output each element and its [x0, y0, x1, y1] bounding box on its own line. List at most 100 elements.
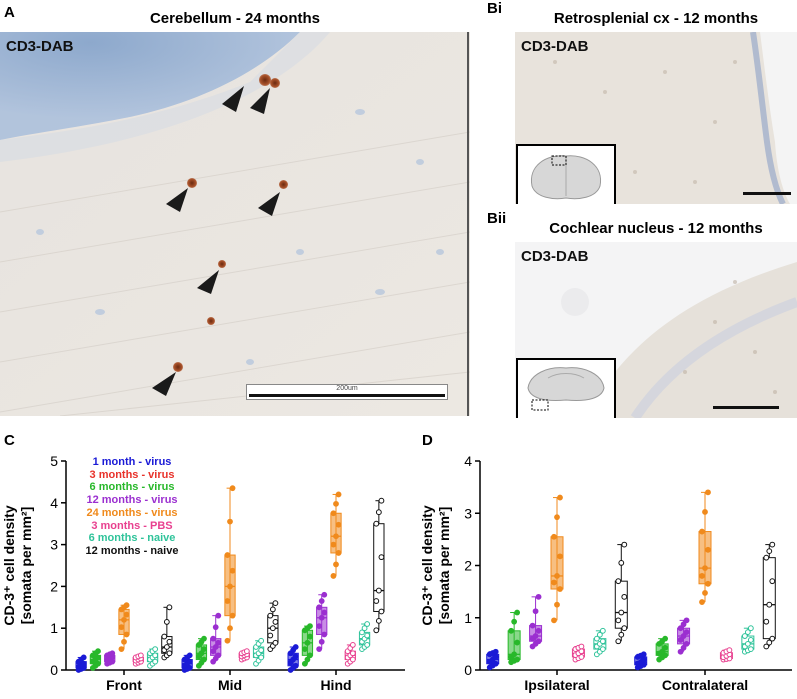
- data-point: [137, 652, 144, 659]
- data-point: [361, 625, 368, 632]
- data-point: [535, 638, 542, 645]
- data-point: [747, 625, 754, 632]
- legend-entry: 6 months - naive: [88, 532, 176, 545]
- y-tick-label: 0: [50, 662, 58, 678]
- y-tick-label: 2: [464, 558, 472, 574]
- panel-bii-title: Cochlear nucleus - 12 months: [549, 220, 763, 237]
- data-point: [599, 646, 606, 653]
- panel-label-a: A: [4, 4, 15, 21]
- data-point: [80, 660, 87, 667]
- data-point: [201, 646, 207, 653]
- data-point: [198, 650, 205, 657]
- data-point: [267, 612, 274, 619]
- data-point: [330, 541, 337, 548]
- data-point: [364, 621, 371, 627]
- data-point: [292, 644, 299, 650]
- arrowhead-icon: [197, 270, 219, 294]
- data-point: [95, 654, 101, 661]
- data-point: [272, 639, 279, 646]
- data-point: [680, 633, 687, 639]
- data-point: [514, 609, 521, 616]
- data-point: [330, 510, 337, 517]
- data-point: [554, 514, 560, 521]
- data-point: [677, 648, 684, 655]
- data-point: [744, 640, 751, 647]
- data-point: [215, 639, 222, 646]
- data-point: [123, 611, 130, 618]
- data-point: [121, 638, 127, 645]
- panel-label-bii: Bii: [487, 210, 507, 227]
- legend-entry: 1 month - virus: [92, 456, 172, 468]
- data-point: [269, 625, 276, 632]
- scalebar-label: 200um: [336, 385, 358, 392]
- data-point: [321, 631, 328, 638]
- data-point: [378, 608, 385, 615]
- data-point: [335, 521, 342, 528]
- data-point: [615, 578, 622, 585]
- y-tick-label: 1: [50, 620, 58, 636]
- data-point: [744, 629, 751, 636]
- data-point: [705, 580, 711, 587]
- micrograph-cochlear: CD3-DAB: [515, 242, 797, 418]
- data-point: [301, 660, 308, 667]
- data-point: [335, 550, 342, 556]
- data-point: [307, 623, 313, 630]
- data-point: [201, 635, 207, 642]
- x-tick-label: Hind: [320, 677, 351, 693]
- data-point: [373, 598, 380, 604]
- panel-a-title: Cerebellum - 24 months: [149, 10, 321, 27]
- data-point: [557, 553, 563, 560]
- tcell: [279, 180, 288, 189]
- data-point: [118, 646, 125, 653]
- data-point: [378, 554, 385, 561]
- legend-entry: 6 months - virus: [89, 481, 175, 494]
- legend: 1 month - virus 3 months - virus 6 months …: [62, 456, 202, 558]
- y-tick-label: 0: [464, 662, 472, 678]
- data-point: [769, 635, 776, 642]
- data-point: [578, 643, 585, 650]
- tcell: [173, 362, 183, 372]
- data-point: [683, 629, 690, 636]
- data-point: [747, 646, 754, 653]
- data-point: [683, 640, 690, 647]
- data-point: [551, 617, 557, 624]
- data-point: [95, 648, 101, 655]
- legend-entry: 3 months - virus: [89, 468, 175, 481]
- data-point: [318, 614, 325, 621]
- data-point: [766, 548, 773, 555]
- data-point: [229, 567, 236, 574]
- data-point: [726, 647, 733, 654]
- data-point: [557, 586, 563, 592]
- data-point: [677, 637, 684, 643]
- data-point: [554, 601, 560, 608]
- data-point: [375, 587, 382, 594]
- data-point: [210, 648, 217, 655]
- data-point: [599, 627, 606, 634]
- data-point: [229, 612, 236, 619]
- data-point: [166, 604, 173, 611]
- data-point: [662, 644, 669, 651]
- data-point: [364, 642, 371, 648]
- data-point: [186, 658, 193, 665]
- data-point: [621, 541, 628, 548]
- data-point: [578, 654, 585, 660]
- data-point: [618, 609, 625, 616]
- legend-entry: 12 months - virus: [86, 494, 178, 507]
- data-point: [532, 633, 539, 639]
- data-point: [258, 647, 265, 654]
- data-point: [349, 642, 356, 648]
- data-point: [551, 533, 557, 540]
- data-point: [511, 651, 518, 658]
- data-point: [292, 653, 299, 660]
- box: [762, 557, 776, 640]
- data-point: [333, 533, 339, 540]
- data-point: [186, 652, 193, 659]
- data-point: [378, 497, 385, 504]
- data-point: [215, 652, 222, 659]
- data-point: [118, 624, 125, 631]
- y-axis-label: CD-3⁺ cell density: [1, 505, 17, 625]
- box: [614, 580, 628, 629]
- brain-section-inset: [516, 144, 616, 204]
- x-tick-label: Mid: [218, 677, 242, 693]
- tcell: [218, 260, 226, 268]
